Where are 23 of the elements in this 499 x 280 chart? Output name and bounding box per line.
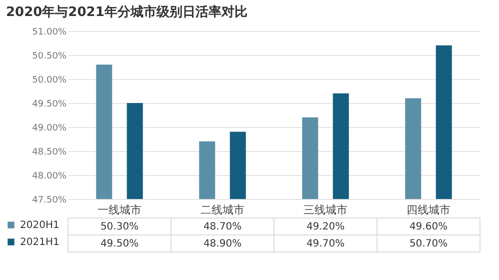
y-tick-label: 47.50% <box>32 196 67 206</box>
data-label: 49.70% <box>306 238 345 250</box>
y-tick-label: 48.50% <box>32 148 67 158</box>
legend-label: 2020H1 <box>20 220 60 231</box>
chart-title: 2020年与2021年分城市级别日活率对比 <box>6 4 248 20</box>
data-label: 48.70% <box>203 222 242 232</box>
y-tick-label: 50.00% <box>32 76 67 86</box>
x-tick-label: 二线城市 <box>200 204 244 216</box>
y-tick-label: 48.00% <box>32 172 67 182</box>
legend-label: 2021H1 <box>20 237 60 248</box>
data-label: 50.30% <box>100 222 139 232</box>
y-tick-label: 50.50% <box>32 52 67 62</box>
data-label: 49.20% <box>306 222 345 232</box>
y-tick-label: 51.00% <box>32 28 67 38</box>
x-tick-label: 四线城市 <box>406 204 450 216</box>
data-label: 48.90% <box>203 238 242 250</box>
data-label: 49.50% <box>100 238 139 250</box>
y-tick-label: 49.00% <box>32 124 67 134</box>
data-label: 50.70% <box>409 238 448 250</box>
x-tick-label: 三线城市 <box>304 204 348 216</box>
y-tick-label: 49.50% <box>32 100 67 110</box>
data-label: 49.60% <box>409 222 448 232</box>
x-tick-label: 一线城市 <box>98 204 142 216</box>
